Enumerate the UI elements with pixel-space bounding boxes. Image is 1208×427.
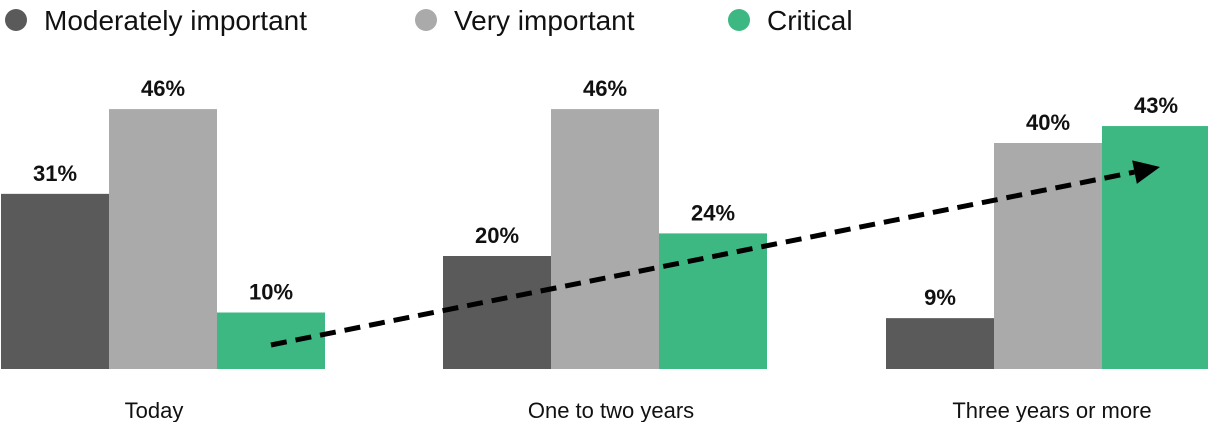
legend: Moderately important Very important Critic… [5, 5, 853, 36]
legend-marker-moderately-important [5, 9, 27, 31]
bar-critical-today [217, 312, 325, 369]
trend-arrow-head [1132, 160, 1160, 184]
legend-marker-critical [728, 9, 750, 31]
data-label-very-important-one-to-two-years: 46% [583, 76, 627, 101]
legend-label-moderately-important: Moderately important [44, 5, 307, 36]
category-label-today: Today [125, 398, 184, 422]
bar-critical-three-years-or-more [1102, 126, 1208, 369]
bar-moderately-important-three-years-or-more [886, 318, 994, 369]
data-label-critical-one-to-two-years: 24% [691, 200, 735, 225]
bar-very-important-today [109, 109, 217, 369]
data-label-very-important-three-years-or-more: 40% [1026, 110, 1070, 135]
trend-arrow [270, 160, 1160, 348]
legend-item-moderately-important: Moderately important [5, 5, 307, 36]
category-label-one-to-two-years: One to two years [528, 398, 694, 422]
data-label-critical-three-years-or-more: 43% [1134, 93, 1178, 118]
data-label-critical-today: 10% [249, 280, 293, 305]
bar-moderately-important-today [1, 193, 109, 369]
data-label-moderately-important-today: 31% [33, 161, 77, 186]
legend-marker-very-important [415, 9, 437, 31]
bar-very-important-one-to-two-years [551, 109, 659, 369]
data-label-moderately-important-three-years-or-more: 9% [924, 285, 956, 310]
legend-label-very-important: Very important [454, 5, 635, 36]
data-label-moderately-important-one-to-two-years: 20% [475, 223, 519, 248]
legend-label-critical: Critical [767, 5, 853, 36]
category-labels: Today One to two years Three years or more [125, 398, 1152, 423]
bar-moderately-important-one-to-two-years [443, 256, 551, 369]
data-label-very-important-today: 46% [141, 76, 185, 101]
legend-item-critical: Critical [728, 5, 853, 36]
bars [1, 109, 1208, 369]
bar-critical-one-to-two-years [659, 233, 767, 369]
legend-item-very-important: Very important [415, 5, 635, 36]
category-label-three-years-or-more: Three years or more [952, 398, 1151, 422]
trend-arrow-line [270, 169, 1135, 348]
data-labels: 31% 46% 10% 20% 46% 24% 9% 40% 43% [33, 76, 1178, 310]
bar-very-important-three-years-or-more [994, 143, 1102, 369]
